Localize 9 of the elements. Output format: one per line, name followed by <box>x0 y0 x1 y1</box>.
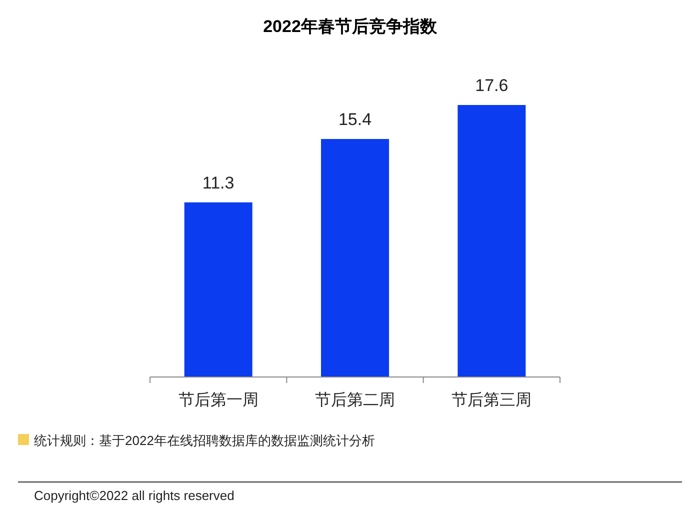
x-tick-label: 节后第一周 <box>178 391 258 409</box>
data-label: 17.6 <box>475 76 508 95</box>
x-tick-label: 节后第三周 <box>452 391 532 409</box>
text: Copyright©2022 all rights reserved <box>34 488 234 503</box>
data-label: 15.4 <box>338 110 372 129</box>
text: 统计规则：基于2022年在线招聘数据库的数据监测统计分析 <box>34 433 375 448</box>
chart-title: 2022年春节后竞争指数 <box>263 17 438 36</box>
data-label: 11.3 <box>202 173 234 192</box>
x-tick-label: 节后第二周 <box>315 391 395 409</box>
